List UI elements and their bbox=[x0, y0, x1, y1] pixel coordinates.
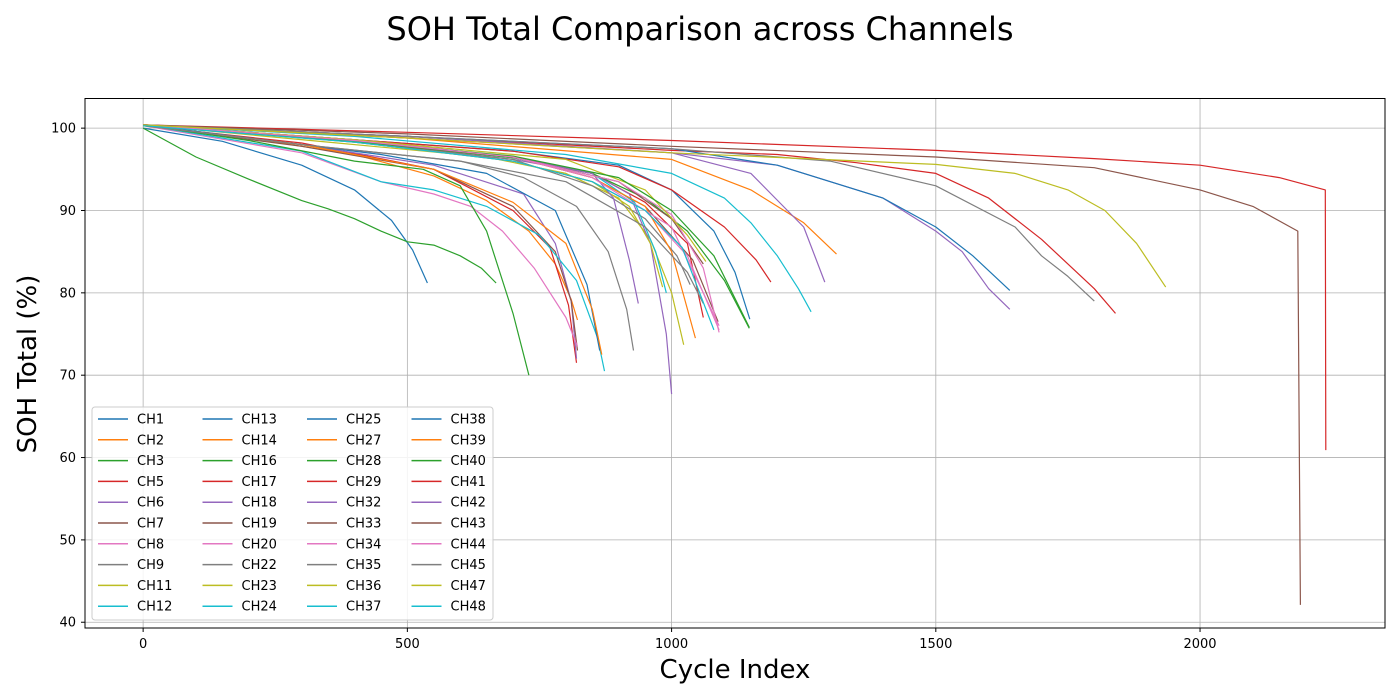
legend-label: CH11 bbox=[137, 579, 172, 594]
legend-label: CH24 bbox=[242, 600, 277, 615]
legend-label: CH45 bbox=[451, 558, 486, 573]
legend-box bbox=[91, 406, 494, 621]
legend-label: CH35 bbox=[346, 558, 381, 573]
y-tick-label: 90 bbox=[59, 204, 76, 219]
y-tick-label: 40 bbox=[59, 616, 76, 631]
legend-label: CH20 bbox=[242, 537, 277, 552]
legend-label: CH32 bbox=[346, 496, 381, 511]
legend-label: CH36 bbox=[346, 579, 381, 594]
legend-label: CH42 bbox=[451, 496, 486, 511]
y-axis-ticks: 40 50 60 70 80 90 100 bbox=[51, 122, 85, 631]
series-line-ch19 bbox=[143, 125, 719, 322]
legend-label: CH48 bbox=[451, 600, 486, 615]
legend-label: CH1 bbox=[137, 413, 164, 428]
legend-label: CH14 bbox=[242, 433, 277, 448]
series-line-ch16 bbox=[143, 124, 530, 376]
legend-label: CH7 bbox=[137, 517, 164, 532]
series-line-ch44 bbox=[143, 124, 720, 327]
series-line-ch24 bbox=[143, 124, 667, 293]
series-line-ch43 bbox=[143, 124, 1302, 605]
y-tick-label: 60 bbox=[59, 451, 76, 466]
legend-label: CH44 bbox=[451, 537, 486, 552]
x-tick-label: 0 bbox=[139, 637, 147, 652]
plot-area-frame bbox=[84, 98, 1386, 629]
series-line-ch29 bbox=[143, 124, 772, 283]
legend-label: CH6 bbox=[137, 496, 164, 511]
legend-label: CH43 bbox=[451, 517, 486, 532]
series-line-ch12 bbox=[143, 124, 606, 372]
legend-label: CH23 bbox=[242, 579, 277, 594]
legend-label: CH5 bbox=[137, 475, 164, 490]
legend-label: CH33 bbox=[346, 517, 381, 532]
legend-label: CH29 bbox=[346, 475, 381, 490]
x-tick-label: 1500 bbox=[919, 637, 952, 652]
legend-label: CH39 bbox=[451, 433, 486, 448]
legend-label: CH12 bbox=[137, 600, 172, 615]
series-line-ch7 bbox=[143, 125, 579, 351]
series-line-ch45 bbox=[143, 124, 1095, 302]
series-line-ch38 bbox=[143, 124, 1011, 291]
legend-label: CH40 bbox=[451, 454, 486, 469]
series-line-ch37 bbox=[143, 124, 812, 313]
legend-label: CH17 bbox=[242, 475, 277, 490]
x-tick-label: 500 bbox=[395, 637, 420, 652]
chart-title: SOH Total Comparison across Channels bbox=[386, 10, 1013, 48]
series-line-ch8 bbox=[142, 125, 579, 347]
legend-label: CH28 bbox=[346, 454, 381, 469]
series-line-ch5 bbox=[143, 125, 578, 363]
legend-label: CH22 bbox=[242, 558, 277, 573]
legend-label: CH27 bbox=[346, 433, 381, 448]
y-tick-label: 50 bbox=[59, 533, 76, 548]
series-line-ch3 bbox=[142, 127, 497, 284]
series-line-unlabeled-1 bbox=[143, 124, 1116, 314]
series-line-ch28 bbox=[143, 124, 750, 329]
series-line-ch1 bbox=[143, 127, 428, 284]
x-axis-label: Cycle Index bbox=[660, 655, 811, 685]
legend-label: CH18 bbox=[242, 496, 277, 511]
series-line-ch47 bbox=[143, 124, 1167, 288]
legend-label: CH8 bbox=[137, 537, 164, 552]
y-axis-label: SOH Total (%) bbox=[13, 275, 43, 454]
legend-label: CH9 bbox=[137, 558, 164, 573]
legend-label: CH3 bbox=[137, 454, 164, 469]
y-tick-label: 100 bbox=[51, 122, 76, 137]
legend-label: CH13 bbox=[242, 413, 277, 428]
series-line-ch11 bbox=[143, 124, 685, 345]
legend-label: CH34 bbox=[346, 537, 381, 552]
x-tick-label: 2000 bbox=[1183, 637, 1216, 652]
series-line-ch41 bbox=[143, 124, 1327, 451]
y-tick-label: 70 bbox=[59, 369, 76, 384]
series-lines bbox=[142, 124, 1327, 605]
series-line-ch35 bbox=[143, 125, 704, 304]
series-line-ch48 bbox=[143, 125, 715, 331]
legend-label: CH25 bbox=[346, 413, 381, 428]
series-line-ch40 bbox=[143, 125, 750, 328]
x-axis-ticks: 0 500 1000 1500 2000 bbox=[139, 628, 1217, 652]
legend-label: CH37 bbox=[346, 600, 381, 615]
legend-label: CH2 bbox=[137, 433, 164, 448]
legend-label: CH19 bbox=[242, 517, 277, 532]
x-tick-label: 1000 bbox=[655, 637, 688, 652]
y-tick-label: 80 bbox=[59, 286, 76, 301]
legend: CH1 CH2 CH3 CH5 CH6 CH7 CH8 CH9 CH11 CH12 CH13 CH14… bbox=[91, 406, 494, 621]
legend-label: CH41 bbox=[451, 475, 486, 490]
legend-label: CH47 bbox=[451, 579, 486, 594]
series-line-ch27 bbox=[143, 125, 696, 339]
legend-label: CH38 bbox=[451, 413, 486, 428]
legend-label: CH16 bbox=[242, 454, 277, 469]
